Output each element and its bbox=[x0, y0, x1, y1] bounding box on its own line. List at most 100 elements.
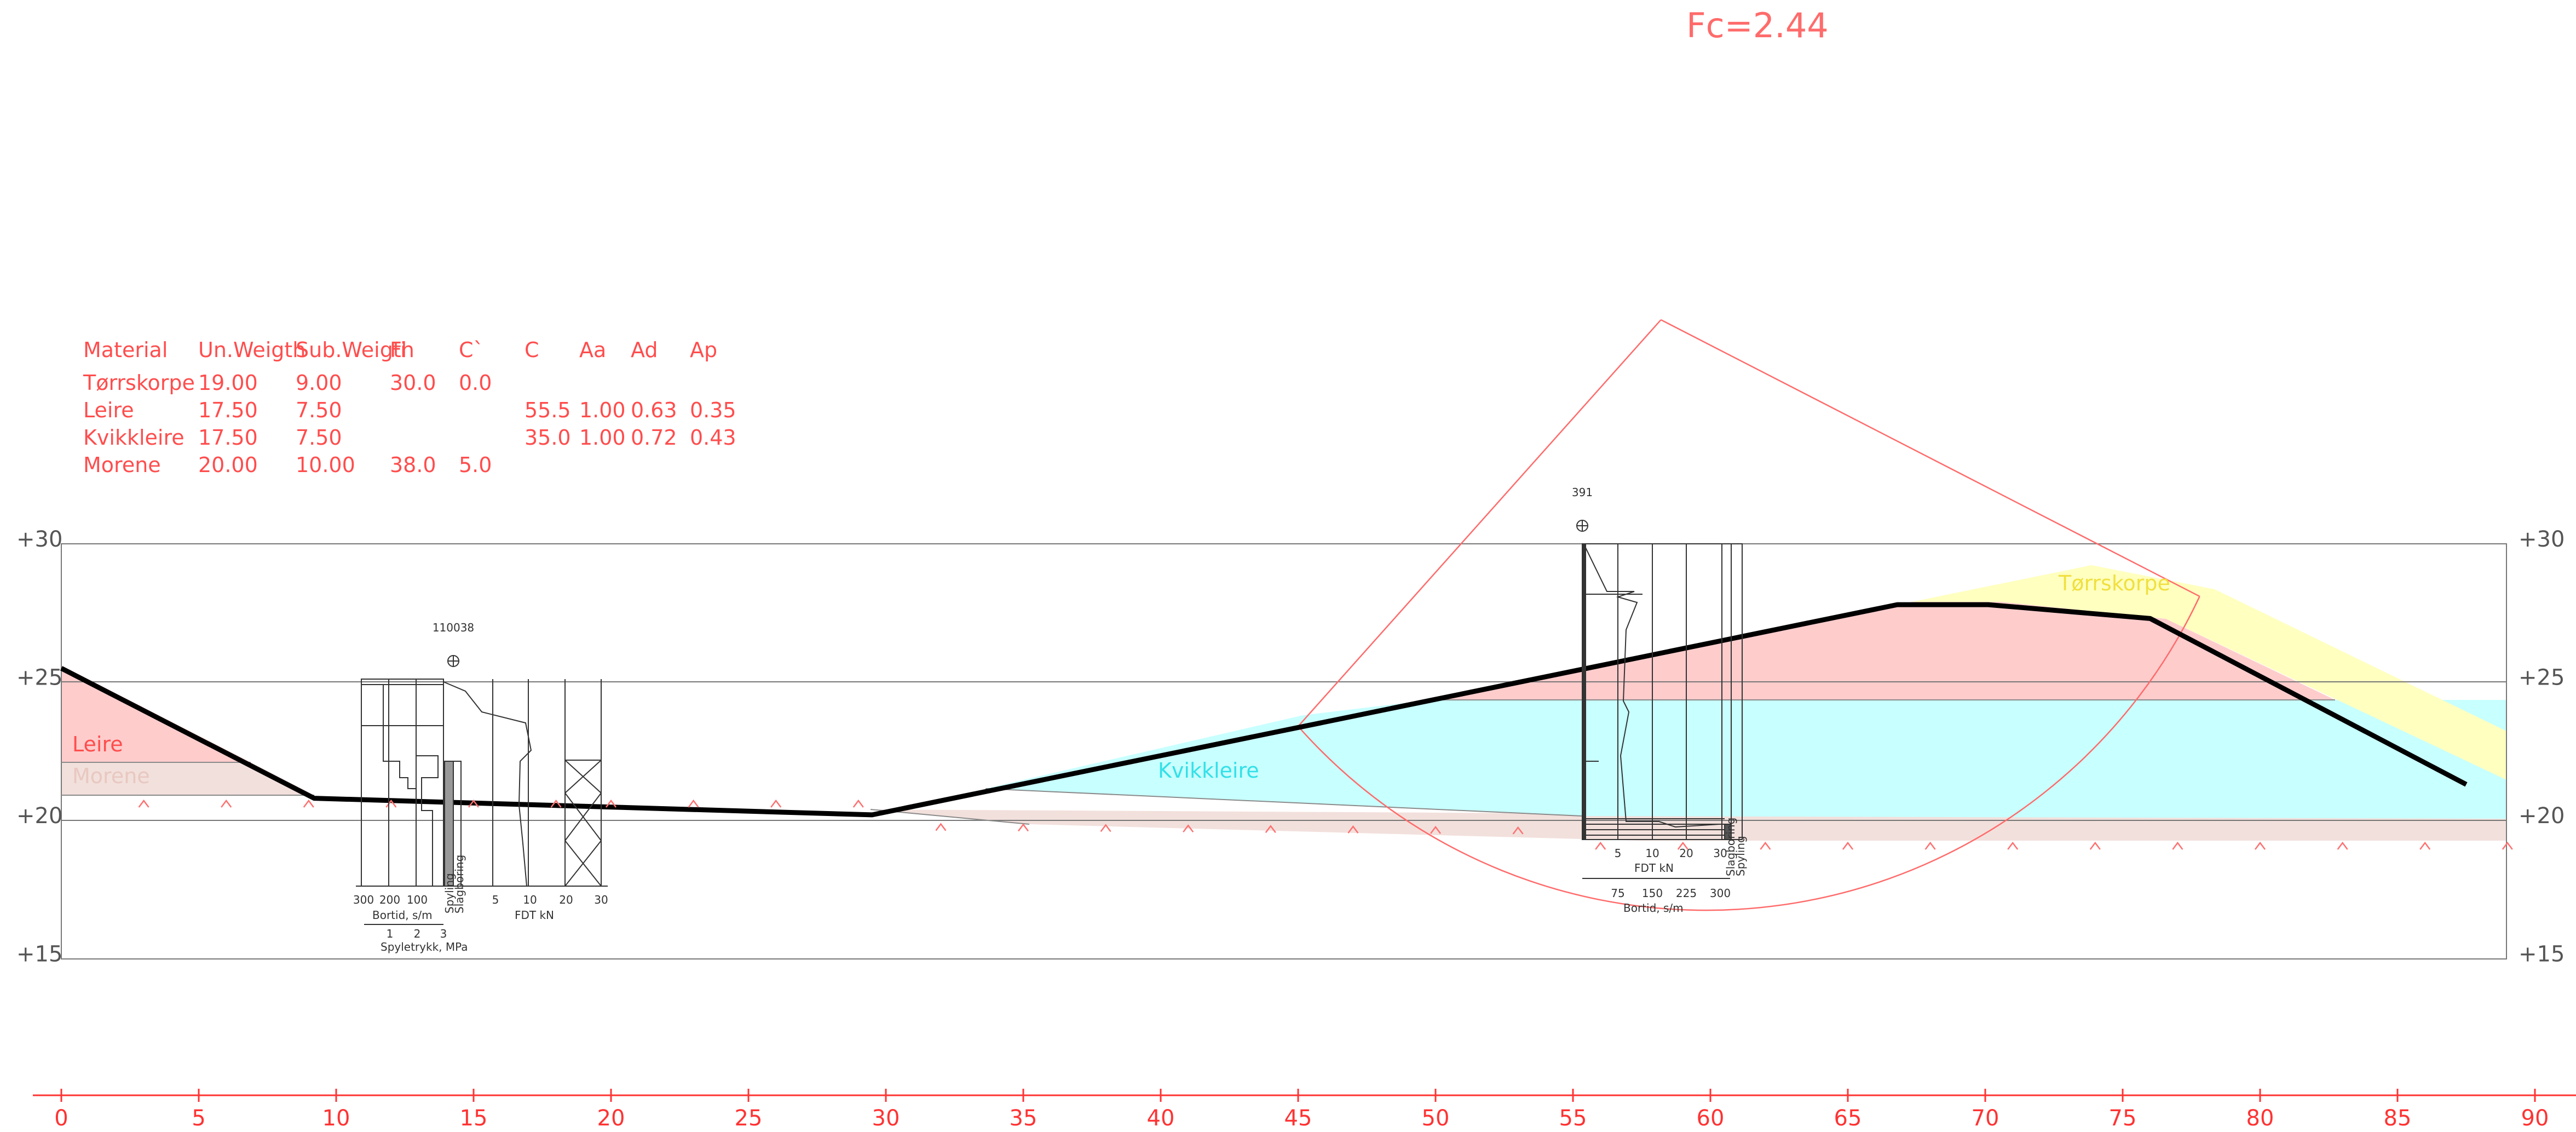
axis-tick-label: 85 bbox=[2384, 1106, 2412, 1131]
base-marker bbox=[1677, 841, 1688, 850]
probe2-time-tick: 300 bbox=[1710, 887, 1731, 900]
table-row-cell: 35.0 bbox=[525, 426, 571, 450]
probing-110038: 110038 300 200 100 Bortid, s/m 1 2 3 Spy… bbox=[353, 621, 608, 953]
table-header-cell: Aa bbox=[579, 338, 606, 362]
base-marker bbox=[688, 799, 699, 808]
base-marker bbox=[468, 799, 479, 808]
table-row-cell: 5.0 bbox=[459, 453, 492, 477]
table-row-cell: 55.5 bbox=[525, 398, 571, 422]
probe2-force-tick: 20 bbox=[1679, 847, 1693, 860]
probe1-force-tick: 30 bbox=[594, 893, 608, 906]
axis-tick-label: 25 bbox=[735, 1106, 763, 1131]
probe1-time-tick: 100 bbox=[407, 893, 428, 906]
probe1-pressure-tick: 3 bbox=[440, 927, 447, 940]
base-marker bbox=[2172, 841, 2183, 850]
axis-tick-label: 45 bbox=[1284, 1106, 1312, 1131]
base-marker bbox=[1595, 841, 1606, 850]
base-marker bbox=[1760, 841, 1771, 850]
table-row-cell: Kvikkleire bbox=[83, 426, 185, 450]
base-marker bbox=[1430, 825, 1441, 834]
base-marker bbox=[1183, 824, 1194, 833]
table-header-cell: Un.Weigth bbox=[198, 338, 306, 362]
table-row-cell: 0.35 bbox=[690, 398, 736, 422]
label-kvikkleire: Kvikkleire bbox=[1158, 759, 1259, 783]
probe2-time-tick: 150 bbox=[1642, 887, 1663, 900]
axis-tick-label: 75 bbox=[2109, 1106, 2137, 1131]
probe1-side-label: Slagboring bbox=[453, 855, 466, 913]
table-header-cell: Sub.Weigth bbox=[296, 338, 414, 362]
layer-boundaries bbox=[61, 699, 2335, 825]
probe2-time-label: Bortid, s/m bbox=[1623, 901, 1684, 915]
table-header-cell: C bbox=[525, 338, 539, 362]
axis-tick-label: 0 bbox=[54, 1106, 68, 1131]
label-leire: Leire bbox=[72, 732, 123, 756]
base-marker bbox=[770, 799, 782, 808]
axis-tick-label: 65 bbox=[1834, 1106, 1862, 1131]
axis-tick-label: 10 bbox=[322, 1106, 350, 1131]
base-markers bbox=[138, 799, 2513, 850]
probe2-time-tick: 225 bbox=[1676, 887, 1697, 900]
base-marker bbox=[852, 799, 864, 808]
slip-circle bbox=[1298, 319, 2200, 911]
table-row-cell: 7.50 bbox=[296, 426, 342, 450]
elevation-labels: +30 +30 +25 +25 +20 +20 +15 +15 bbox=[16, 527, 2565, 967]
probe2-time-tick: 75 bbox=[1611, 887, 1624, 900]
table-header-cell: Material bbox=[83, 338, 168, 362]
base-marker bbox=[138, 799, 149, 808]
table-row-cell: 0.43 bbox=[690, 426, 736, 450]
table-row-cell: 0.72 bbox=[631, 426, 677, 450]
table-row-cell: 19.00 bbox=[198, 371, 258, 395]
base-marker bbox=[1265, 825, 1276, 833]
elevation-label: +15 bbox=[2519, 942, 2565, 967]
probe1-id: 110038 bbox=[433, 621, 474, 634]
probe2-force-tick: 5 bbox=[1615, 847, 1622, 860]
axis-tick-label: 60 bbox=[1697, 1106, 1725, 1131]
soil-layers bbox=[61, 565, 2506, 841]
table-row-cell: 9.00 bbox=[296, 371, 342, 395]
terrain-surface-line bbox=[60, 602, 2468, 818]
base-marker bbox=[1018, 823, 1029, 832]
base-marker bbox=[1924, 841, 1936, 850]
base-marker bbox=[935, 823, 947, 831]
table-row-cell: 17.50 bbox=[198, 398, 258, 422]
axis-tick-label: 40 bbox=[1147, 1106, 1175, 1131]
elevation-label: +15 bbox=[16, 942, 62, 967]
label-morene: Morene bbox=[72, 764, 150, 788]
table-row-cell: 30.0 bbox=[390, 371, 436, 395]
label-torrskorpe: Tørrskorpe bbox=[2058, 571, 2170, 595]
table-row-cell: 10.00 bbox=[296, 453, 355, 477]
axis-tick-label: 80 bbox=[2246, 1106, 2274, 1131]
table-row-cell: 1.00 bbox=[579, 398, 626, 422]
morene-layer-left bbox=[61, 762, 314, 795]
table-row-cell: 1.00 bbox=[579, 426, 626, 450]
probe1-force-label: FDT kN bbox=[515, 909, 554, 922]
table-row-cell: Tørrskorpe bbox=[83, 371, 195, 395]
probe2-side-label: Spyling bbox=[1734, 836, 1747, 876]
base-marker bbox=[1100, 824, 1111, 832]
base-marker bbox=[1347, 825, 1359, 834]
axis-tick-label: 90 bbox=[2521, 1106, 2549, 1131]
elevation-label: +25 bbox=[2519, 665, 2565, 691]
section-frame bbox=[61, 543, 2507, 959]
elevation-label: +30 bbox=[2519, 527, 2565, 552]
base-marker bbox=[303, 799, 314, 808]
axis-tick-label: 55 bbox=[1559, 1106, 1587, 1131]
table-row-cell: 0.0 bbox=[459, 371, 492, 395]
probe1-time-tick: 300 bbox=[353, 893, 374, 906]
elevation-label: +20 bbox=[16, 803, 62, 829]
probe1-pressure-label: Spyletrykk, MPa bbox=[381, 940, 468, 953]
axis-tick-label: 70 bbox=[1972, 1106, 1999, 1131]
torrskorpe-layer bbox=[1912, 565, 2506, 780]
horizontal-distance-axis: 0 5 10 15 20 25 30 35 40 45 50 55 60 65 70 75 80 85 90 bbox=[33, 1089, 2576, 1131]
table-row-cell: 0.63 bbox=[631, 398, 677, 422]
table-row-cell: 20.00 bbox=[198, 453, 258, 477]
base-marker bbox=[606, 799, 616, 808]
probe1-time-label: Bortid, s/m bbox=[372, 909, 433, 922]
table-header-cell: Fi bbox=[390, 338, 406, 362]
table-header-cell: Ad bbox=[631, 338, 658, 362]
probing-391: 391 5 10 20 30 FDT kN 75 150 225 300 Bor… bbox=[1572, 486, 1747, 915]
base-marker bbox=[1512, 826, 1524, 835]
table-row-cell: Leire bbox=[83, 398, 134, 422]
base-marker bbox=[2419, 841, 2431, 850]
